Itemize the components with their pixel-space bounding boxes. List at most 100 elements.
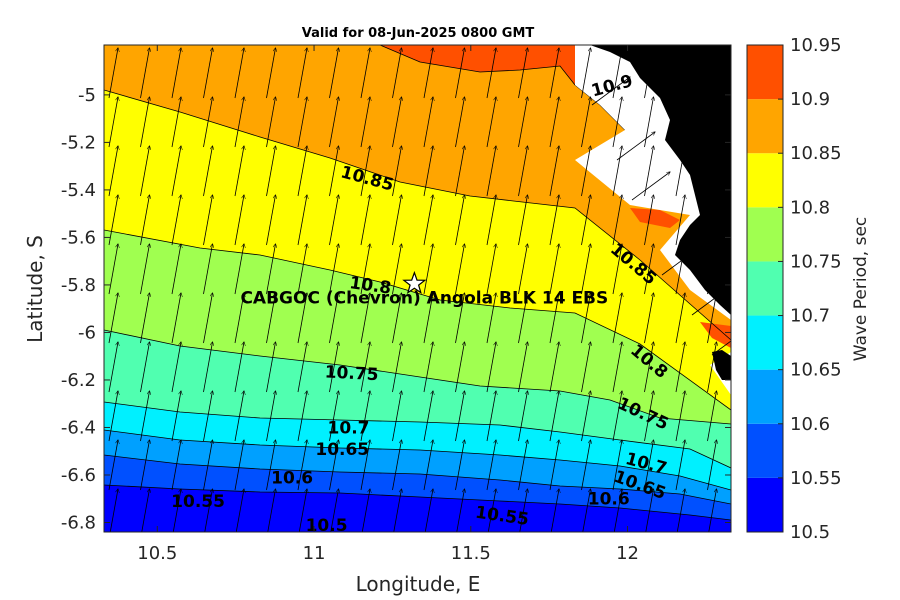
wave-arrow [675,244,685,295]
wave-arrow [675,342,685,393]
colorbar-label: Wave Period, sec [851,217,871,362]
y-tick-label: -6 [78,322,96,343]
wave-arrow [581,391,591,442]
wave-arrow [455,97,465,148]
land-island [712,350,731,380]
wave-arrow [612,97,622,148]
wave-arrow [140,391,150,442]
wave-arrow [297,48,307,99]
wave-arrow [140,97,150,148]
wave-arrow [707,48,717,99]
wave-arrow [518,293,528,344]
wave-arrow [644,48,654,99]
contour-label: 10.5 [306,516,348,536]
colorbar-tick-label: 10.95 [790,35,842,56]
wave-arrow [549,146,559,197]
wave-arrow [486,244,496,295]
contour-label: 10.7 [328,418,370,438]
wave-arrow [203,440,213,491]
location-star-icon [402,270,427,295]
wave-arrow [203,244,213,295]
wave-arrow [612,244,622,295]
colorbar-tick-label: 10.85 [790,143,842,164]
contour-bands [104,45,731,532]
wave-arrow [297,440,307,491]
wave-arrow [203,195,213,246]
colorbar-segment [747,477,783,532]
wave-arrow [329,391,339,442]
wave-arrow [708,489,717,532]
wave-arrow [424,489,433,532]
wave-arrow [234,342,244,393]
wave-arrow [297,293,307,344]
colorbar-tick-label: 10.55 [790,468,842,489]
colorbar-tick-label: 10.65 [790,360,842,381]
wave-arrow [581,244,591,295]
wave-arrow [675,195,685,246]
wave-arrow [393,489,402,532]
contour-line-10.85 [104,89,731,341]
wave-arrow [549,440,559,491]
wave-arrow [392,97,402,148]
land-mask [575,45,731,395]
wave-arrow [171,342,181,393]
wave-arrow [360,342,370,393]
wave-arrow [234,97,244,148]
colorbar-frame [746,44,784,533]
y-tick-label: -5.8 [61,275,96,296]
y-axis-label: Latitude, S [23,235,47,343]
wave-arrow [549,342,559,393]
wave-arrow [234,293,244,344]
wave-arrow [392,293,402,344]
wave-arrow [329,342,339,393]
wave-arrow [203,342,213,393]
wave-arrow [297,391,307,442]
wave-arrow [486,146,496,197]
wave-arrow [329,146,339,197]
wave-arrow [707,293,717,344]
y-axis: -5 -5.2 -5.4 -5.6 -5.8 -6 -6.2 -6.4 -6.6 -6.8 [61,85,731,533]
wave-arrow [203,293,213,344]
land-area [590,45,731,315]
y-tick-label: -5.6 [61,227,96,248]
wave-arrow [171,293,181,344]
wave-arrow [171,48,181,99]
wave-arrow [581,146,591,197]
wave-arrow [108,391,118,442]
wave-arrow [612,48,622,99]
wave-arrow [519,489,528,532]
contour-line-10.6 [104,454,731,505]
wave-arrow [423,244,433,295]
wave-arrow [423,293,433,344]
wave-arrow [423,48,433,99]
wave-arrow [675,440,685,491]
wave-arrow [108,97,118,148]
wave-arrow [171,146,181,197]
colorbar-tick-label: 10.7 [790,306,830,327]
wave-arrow [235,489,244,532]
wave-arrow [423,391,433,442]
wave-arrow [329,97,339,148]
wave-arrow [707,244,717,295]
wave-arrow [360,440,370,491]
wave-arrow [486,342,496,393]
wave-arrow [707,391,717,442]
wave-arrow [550,489,559,532]
wave-arrow [612,440,622,491]
wave-arrow [234,391,244,442]
wave-arrow [266,440,276,491]
colorbar-segment [747,315,783,370]
location-marker: CABGOC (Chevron) Angola BLK 14 EBS [240,270,608,309]
colorbar-segment [747,99,783,154]
wave-arrow [297,97,307,148]
x-axis-label: Longitude, E [356,572,481,596]
wave-arrow [455,391,465,442]
wave-arrow [204,489,213,532]
wave-direction-arrows [108,48,731,532]
wave-arrow [581,195,591,246]
wave-arrow [392,440,402,491]
wave-arrow [486,48,496,99]
contour-labels: 10.910.8510.8510.810.810.7510.7510.710.7… [171,71,671,536]
wave-arrow [676,489,685,532]
wave-arrow [549,195,559,246]
